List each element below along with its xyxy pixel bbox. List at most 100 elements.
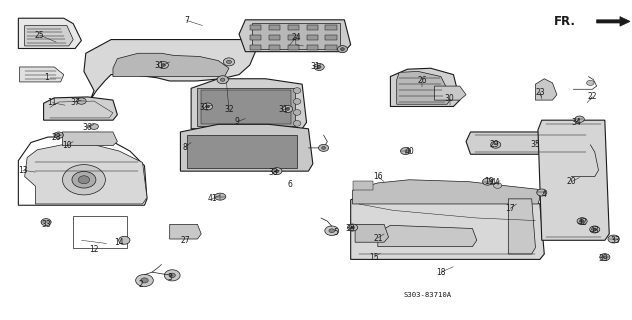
Ellipse shape (76, 98, 86, 104)
Text: S303-83710A: S303-83710A (403, 292, 451, 298)
Text: 9: 9 (234, 117, 240, 126)
Bar (250, 25, 261, 30)
Text: 11: 11 (47, 98, 57, 107)
Ellipse shape (575, 116, 585, 123)
Ellipse shape (221, 78, 225, 81)
Ellipse shape (600, 254, 610, 261)
Text: 26: 26 (417, 76, 427, 85)
Bar (186, 134, 297, 168)
Ellipse shape (214, 193, 226, 200)
Ellipse shape (136, 274, 154, 286)
Ellipse shape (401, 148, 411, 155)
Ellipse shape (351, 226, 355, 229)
Text: 19: 19 (485, 177, 494, 186)
Polygon shape (466, 132, 595, 154)
Bar (252, 23, 340, 49)
Ellipse shape (54, 132, 63, 138)
Ellipse shape (490, 141, 501, 148)
Text: 23: 23 (535, 88, 545, 97)
Polygon shape (351, 185, 544, 260)
Polygon shape (538, 120, 609, 240)
Text: 31: 31 (310, 62, 320, 71)
Text: 24: 24 (291, 33, 301, 42)
Text: 13: 13 (18, 166, 28, 175)
Polygon shape (435, 86, 466, 100)
Polygon shape (378, 225, 477, 247)
Bar (325, 25, 337, 30)
Ellipse shape (580, 220, 584, 223)
Polygon shape (535, 79, 557, 100)
Text: 31: 31 (155, 60, 164, 69)
Text: 27: 27 (180, 236, 190, 245)
Polygon shape (355, 224, 389, 242)
Ellipse shape (72, 172, 96, 188)
Text: 43: 43 (590, 226, 600, 235)
Text: 28: 28 (51, 132, 61, 141)
Text: 41: 41 (207, 194, 217, 204)
Ellipse shape (275, 170, 279, 172)
Ellipse shape (159, 61, 169, 68)
Polygon shape (353, 180, 540, 204)
Text: 39: 39 (598, 254, 608, 263)
Bar (201, 90, 291, 124)
Ellipse shape (223, 58, 234, 66)
Ellipse shape (593, 228, 597, 231)
Ellipse shape (78, 176, 90, 184)
Text: 2: 2 (138, 280, 143, 289)
Text: 29: 29 (489, 140, 499, 149)
Ellipse shape (482, 178, 492, 185)
Bar (288, 45, 299, 50)
Text: 3: 3 (167, 273, 172, 282)
Ellipse shape (319, 144, 329, 151)
Ellipse shape (325, 226, 339, 236)
Ellipse shape (341, 48, 344, 51)
Ellipse shape (293, 88, 301, 93)
Bar (269, 35, 280, 40)
Ellipse shape (202, 103, 212, 110)
Text: 21: 21 (373, 234, 382, 243)
Text: 14: 14 (114, 238, 124, 247)
Text: 37: 37 (70, 98, 80, 107)
Ellipse shape (337, 46, 348, 52)
Text: 33: 33 (41, 220, 51, 229)
Polygon shape (597, 17, 630, 26)
Ellipse shape (226, 60, 231, 63)
Bar (73, 216, 127, 248)
Text: 5: 5 (334, 228, 339, 237)
Ellipse shape (608, 235, 619, 243)
Text: 12: 12 (89, 245, 99, 254)
Text: 16: 16 (373, 172, 382, 181)
Bar (288, 35, 299, 40)
Ellipse shape (586, 80, 594, 85)
Text: 17: 17 (506, 204, 515, 213)
Polygon shape (397, 71, 452, 104)
Ellipse shape (590, 226, 600, 233)
Ellipse shape (283, 106, 293, 113)
Text: 22: 22 (588, 92, 597, 101)
Text: 42: 42 (577, 218, 587, 227)
Polygon shape (18, 18, 82, 49)
Ellipse shape (162, 64, 166, 67)
Ellipse shape (119, 236, 130, 244)
Text: 10: 10 (62, 141, 71, 150)
Polygon shape (113, 53, 229, 76)
Text: 1: 1 (44, 73, 49, 82)
Text: 20: 20 (566, 177, 576, 186)
Ellipse shape (141, 278, 149, 283)
Polygon shape (25, 26, 73, 46)
Ellipse shape (169, 273, 175, 277)
Polygon shape (20, 67, 64, 82)
Ellipse shape (317, 66, 321, 68)
Ellipse shape (272, 168, 282, 175)
Ellipse shape (322, 147, 325, 149)
Text: 31: 31 (199, 103, 209, 112)
Ellipse shape (205, 105, 209, 108)
Ellipse shape (293, 99, 301, 104)
Text: 31: 31 (278, 105, 288, 114)
Text: 7: 7 (185, 16, 189, 25)
Bar (197, 88, 295, 125)
Ellipse shape (577, 218, 587, 225)
Bar (353, 181, 373, 190)
Bar (325, 45, 337, 50)
Polygon shape (25, 145, 147, 204)
